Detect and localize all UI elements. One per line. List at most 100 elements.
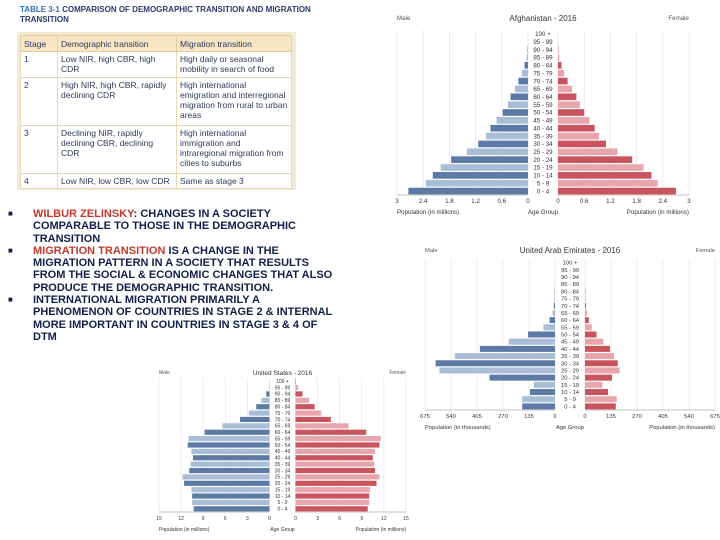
female-bar bbox=[558, 93, 577, 101]
x-axis-label-center: Age Group bbox=[556, 425, 584, 431]
age-group-label: 90 - 94 bbox=[275, 392, 291, 398]
age-group-label: 20 - 24 bbox=[275, 481, 291, 487]
pyramid-united-states: United States - 2016 Male Female 100 +95 - … bbox=[155, 364, 410, 536]
male-side-label: Male bbox=[425, 248, 438, 254]
x-tick-label: 6 bbox=[338, 516, 341, 522]
female-bar bbox=[558, 156, 633, 163]
x-tick-label: 1.8 bbox=[632, 198, 641, 205]
female-bar bbox=[558, 187, 676, 195]
female-bar bbox=[295, 487, 370, 493]
age-group-label: 20 - 24 bbox=[533, 157, 553, 164]
age-group-label: 80 - 84 bbox=[275, 405, 291, 411]
female-bar bbox=[558, 148, 618, 156]
x-tick-label: 12 bbox=[178, 516, 184, 522]
male-bar bbox=[256, 404, 270, 410]
age-group-label: 55 - 59 bbox=[561, 325, 579, 331]
male-bar bbox=[192, 493, 270, 499]
female-bar bbox=[585, 353, 614, 360]
age-group-label: 15 - 19 bbox=[561, 383, 579, 389]
female-bar bbox=[585, 309, 587, 316]
female-bar bbox=[558, 109, 585, 116]
male-bar bbox=[261, 397, 270, 403]
male-bar bbox=[240, 416, 270, 423]
age-group-label: 10 - 14 bbox=[561, 390, 580, 396]
age-group-label: 70 - 74 bbox=[533, 78, 553, 85]
male-bar bbox=[451, 156, 528, 163]
age-group-label: 65 - 69 bbox=[561, 311, 579, 317]
age-group-label: 55 - 59 bbox=[275, 436, 291, 442]
bullet-highlight: MIGRATION TRANSITION bbox=[33, 244, 166, 257]
age-group-label: 45 - 49 bbox=[275, 449, 291, 455]
female-bar bbox=[295, 384, 299, 391]
age-group-label: 35 - 39 bbox=[561, 354, 579, 360]
female-bar bbox=[295, 436, 381, 442]
female-bar bbox=[585, 360, 618, 367]
female-bar bbox=[558, 164, 644, 171]
male-bar bbox=[193, 506, 270, 512]
male-bar bbox=[514, 85, 528, 93]
age-group-label: 40 - 44 bbox=[275, 456, 291, 462]
age-group-label: 10 - 14 bbox=[533, 173, 553, 180]
x-axis-label-right: Population (in millions) bbox=[356, 527, 407, 533]
bullet-text: INTERNATIONAL MIGRATION PRIMARILY A PHEN… bbox=[33, 294, 333, 343]
age-group-label: 5 - 9 bbox=[564, 397, 576, 403]
x-axis-label-left: Population (in millions) bbox=[397, 209, 459, 216]
age-group-label: 70 - 74 bbox=[275, 417, 291, 423]
chart-title: United States - 2016 bbox=[253, 370, 313, 377]
age-group-label: 90 - 94 bbox=[533, 47, 553, 54]
male-bar bbox=[524, 62, 528, 69]
x-tick-label: 405 bbox=[472, 414, 482, 420]
female-bar bbox=[558, 117, 590, 124]
table-row: 4 Low NIR, low CBR, low CDR Same as stag… bbox=[20, 173, 292, 189]
female-bar bbox=[558, 85, 572, 93]
x-axis-label-center: Age Group bbox=[528, 209, 558, 216]
male-bar bbox=[489, 374, 555, 381]
pyramid-afghanistan: Afghanistan - 2016 Male Female 100 +95 - 99… bbox=[393, 10, 693, 220]
male-bar bbox=[191, 448, 270, 454]
male-bar bbox=[192, 499, 270, 506]
age-group-label: 25 - 29 bbox=[561, 368, 579, 374]
female-bar bbox=[585, 396, 617, 403]
age-group-label: 0 - 4 bbox=[277, 507, 287, 513]
age-group-label: 95 - 99 bbox=[275, 385, 291, 391]
bullet-dot-icon: ■ bbox=[8, 245, 13, 255]
male-bar bbox=[553, 302, 555, 309]
x-tick-label: 3 bbox=[395, 198, 399, 205]
female-bar bbox=[295, 455, 373, 461]
male-bar bbox=[552, 309, 555, 316]
x-axis-label-right: Population (in thousands) bbox=[649, 425, 715, 431]
female-bar bbox=[558, 172, 652, 179]
male-side-label: Male bbox=[397, 15, 411, 22]
male-bar bbox=[510, 93, 528, 101]
age-group-label: 70 - 74 bbox=[561, 304, 580, 310]
female-bar bbox=[295, 448, 376, 454]
x-tick-label: 675 bbox=[420, 414, 430, 420]
migration-cell: High daily or seasonal mobility in searc… bbox=[176, 51, 292, 78]
header-migration: Migration transition bbox=[176, 35, 292, 52]
bullet-dot-icon: ■ bbox=[8, 295, 13, 305]
age-group-label: 40 - 44 bbox=[533, 125, 553, 132]
male-bar bbox=[192, 455, 270, 461]
female-bar bbox=[585, 324, 592, 331]
demographic-cell: Low NIR, high CBR, high CDR bbox=[57, 51, 177, 78]
male-bar bbox=[222, 423, 270, 429]
male-bar bbox=[508, 338, 555, 345]
male-bar bbox=[454, 353, 555, 360]
age-group-label: 75 - 79 bbox=[275, 411, 291, 417]
male-bar bbox=[248, 410, 270, 416]
male-bar bbox=[533, 381, 555, 388]
female-bar bbox=[295, 480, 377, 486]
male-bar bbox=[268, 384, 270, 391]
table-title: TABLE 3-1 COMPARISON OF DEMOGRAPHIC TRAN… bbox=[20, 5, 320, 25]
x-tick-label: 12 bbox=[381, 516, 387, 522]
female-bar bbox=[585, 367, 620, 374]
x-tick-label: 9 bbox=[202, 516, 205, 522]
male-bar bbox=[204, 429, 270, 435]
male-bar bbox=[187, 442, 270, 448]
male-bar bbox=[190, 461, 270, 467]
female-bar bbox=[585, 331, 597, 338]
bullet-highlight: WILBUR ZELINSKY bbox=[33, 208, 134, 220]
age-group-label: 25 - 29 bbox=[533, 149, 553, 156]
x-tick-label: 0 bbox=[553, 414, 556, 420]
female-bar bbox=[295, 474, 380, 480]
